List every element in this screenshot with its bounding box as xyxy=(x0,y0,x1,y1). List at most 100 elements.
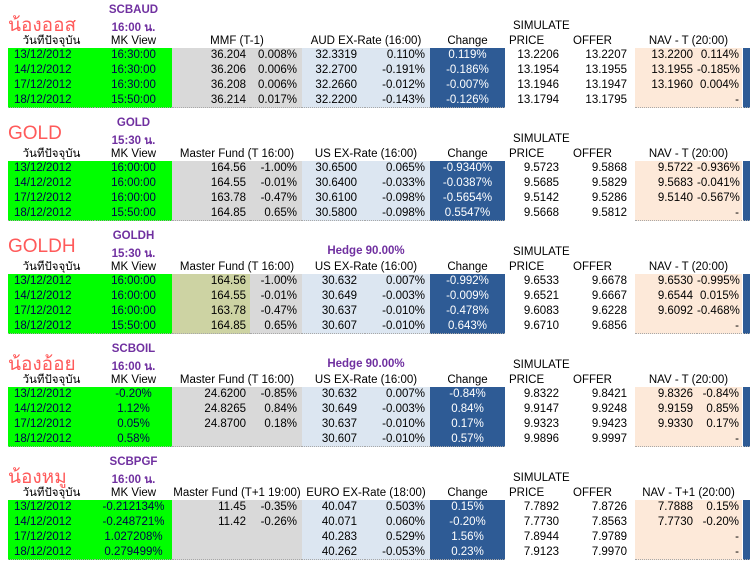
change-cell[interactable]: 0.643% xyxy=(430,319,505,334)
change-cell[interactable]: -0.0387% xyxy=(430,176,505,191)
nav-value-cell[interactable]: 9.5683 xyxy=(635,176,697,191)
exrate-pct-cell[interactable]: -0.010% xyxy=(365,319,430,334)
nav-value-cell[interactable]: 9.5140 xyxy=(635,191,697,206)
fund-value-cell[interactable]: 164.85 xyxy=(172,206,250,221)
date-cell[interactable]: 13/12/2012 xyxy=(8,500,95,515)
simulate-price-cell[interactable]: 13.1954 xyxy=(517,64,559,76)
date-cell[interactable]: 17/12/2012 xyxy=(8,530,95,545)
nav-pct-cell[interactable]: - xyxy=(697,319,742,334)
date-cell[interactable]: 13/12/2012 xyxy=(8,274,95,289)
date-cell[interactable]: 14/12/2012 xyxy=(8,63,95,78)
mk-view-cell[interactable]: 16:00:00 xyxy=(95,161,172,176)
exrate-value-cell[interactable]: 40.262 xyxy=(302,545,365,560)
mk-view-cell[interactable]: 15:50:00 xyxy=(95,319,172,334)
mk-view-cell[interactable]: 1.12% xyxy=(95,402,172,417)
change-cell[interactable]: -0.20% xyxy=(430,515,505,530)
nav-value-cell[interactable] xyxy=(635,319,697,334)
offer-cell[interactable]: 7.8726 xyxy=(591,501,627,513)
exrate-pct-cell[interactable]: 0.060% xyxy=(365,515,430,530)
nav-pct-cell[interactable]: - xyxy=(697,432,742,447)
fund-pct-cell[interactable]: -0.01% xyxy=(250,176,302,191)
offer-cell[interactable]: 7.9789 xyxy=(591,531,627,543)
exrate-pct-cell[interactable]: -0.033% xyxy=(365,176,430,191)
nav-pct-cell[interactable]: 0.004% xyxy=(697,78,742,93)
nav-value-cell[interactable]: 9.8326 xyxy=(635,387,697,402)
nav-pct-cell[interactable]: 0.17% xyxy=(697,417,742,432)
offer-cell[interactable]: 13.2207 xyxy=(585,49,627,61)
offer-cell[interactable]: 9.9248 xyxy=(591,403,627,415)
fund-value-cell[interactable]: 164.56 xyxy=(172,274,250,289)
fund-value-cell[interactable]: 163.78 xyxy=(172,304,250,319)
simulate-price-cell[interactable]: 13.1946 xyxy=(517,79,559,91)
change-cell[interactable]: 0.119% xyxy=(430,48,505,63)
date-cell[interactable]: 14/12/2012 xyxy=(8,402,95,417)
offer-cell[interactable]: 7.8563 xyxy=(591,516,627,528)
simulate-price-cell[interactable]: 7.7892 xyxy=(523,501,559,513)
fund-pct-cell[interactable] xyxy=(250,530,302,545)
mk-view-cell[interactable]: -0.212134% xyxy=(95,500,172,515)
simulate-price-cell[interactable]: 13.2206 xyxy=(517,49,559,61)
exrate-pct-cell[interactable]: -0.012% xyxy=(365,78,430,93)
exrate-pct-cell[interactable]: -0.098% xyxy=(365,191,430,206)
exrate-value-cell[interactable]: 30.6500 xyxy=(302,161,365,176)
fund-value-cell[interactable]: 164.55 xyxy=(172,176,250,191)
nav-value-cell[interactable]: 13.1960 xyxy=(635,78,697,93)
fund-pct-cell[interactable]: -1.00% xyxy=(250,274,302,289)
exrate-pct-cell[interactable]: -0.191% xyxy=(365,63,430,78)
change-cell[interactable]: 0.17% xyxy=(430,417,505,432)
date-cell[interactable]: 17/12/2012 xyxy=(8,191,95,206)
nav-pct-cell[interactable]: - xyxy=(697,530,742,545)
exrate-value-cell[interactable]: 40.283 xyxy=(302,530,365,545)
mk-view-cell[interactable]: 0.05% xyxy=(95,417,172,432)
exrate-pct-cell[interactable]: -0.003% xyxy=(365,402,430,417)
fund-pct-cell[interactable]: -0.85% xyxy=(250,387,302,402)
exrate-pct-cell[interactable]: 0.007% xyxy=(365,274,430,289)
mk-view-cell[interactable]: 16:00:00 xyxy=(95,176,172,191)
fund-value-cell[interactable]: 164.85 xyxy=(172,319,250,334)
exrate-value-cell[interactable]: 30.5800 xyxy=(302,206,365,221)
fund-value-cell[interactable]: 36.206 xyxy=(172,63,250,78)
fund-pct-cell[interactable] xyxy=(250,432,302,447)
date-cell[interactable]: 18/12/2012 xyxy=(8,319,95,334)
exrate-pct-cell[interactable]: -0.053% xyxy=(365,545,430,560)
exrate-pct-cell[interactable]: 0.110% xyxy=(365,48,430,63)
fund-pct-cell[interactable]: 0.006% xyxy=(250,63,302,78)
date-cell[interactable]: 18/12/2012 xyxy=(8,432,95,447)
change-cell[interactable]: 0.15% xyxy=(430,500,505,515)
exrate-value-cell[interactable]: 32.2660 xyxy=(302,78,365,93)
date-cell[interactable]: 17/12/2012 xyxy=(8,78,95,93)
simulate-price-cell[interactable]: 9.5142 xyxy=(523,192,559,204)
date-cell[interactable]: 14/12/2012 xyxy=(8,515,95,530)
fund-value-cell[interactable]: 11.42 xyxy=(172,515,250,530)
mk-view-cell[interactable]: 16:00:00 xyxy=(95,289,172,304)
date-cell[interactable]: 17/12/2012 xyxy=(8,417,95,432)
fund-value-cell[interactable]: 36.208 xyxy=(172,78,250,93)
exrate-value-cell[interactable]: 32.3319 xyxy=(302,48,365,63)
nav-value-cell[interactable]: 9.6092 xyxy=(635,304,697,319)
nav-value-cell[interactable]: 13.2200 xyxy=(635,48,697,63)
simulate-price-cell[interactable]: 9.9323 xyxy=(523,418,559,430)
exrate-value-cell[interactable]: 30.632 xyxy=(302,387,365,402)
offer-cell[interactable]: 9.9997 xyxy=(591,433,627,445)
offer-cell[interactable]: 9.6856 xyxy=(591,320,627,332)
change-cell[interactable]: 0.57% xyxy=(430,432,505,447)
change-cell[interactable]: -0.478% xyxy=(430,304,505,319)
date-cell[interactable]: 18/12/2012 xyxy=(8,545,95,560)
mk-view-cell[interactable]: 0.279499% xyxy=(95,545,172,560)
fund-pct-cell[interactable]: 0.006% xyxy=(250,78,302,93)
nav-value-cell[interactable]: 7.7888 xyxy=(635,500,697,515)
fund-pct-cell[interactable]: -0.47% xyxy=(250,191,302,206)
nav-pct-cell[interactable]: -0.84% xyxy=(697,387,742,402)
fund-value-cell[interactable] xyxy=(172,545,250,560)
exrate-pct-cell[interactable]: 0.529% xyxy=(365,530,430,545)
fund-pct-cell[interactable]: -0.01% xyxy=(250,289,302,304)
mk-view-cell[interactable]: 16:00:00 xyxy=(95,191,172,206)
simulate-price-cell[interactable]: 7.9123 xyxy=(523,546,559,558)
mk-view-cell[interactable]: -0.20% xyxy=(95,387,172,402)
exrate-value-cell[interactable]: 30.649 xyxy=(302,289,365,304)
date-cell[interactable]: 18/12/2012 xyxy=(8,206,95,221)
exrate-pct-cell[interactable]: -0.010% xyxy=(365,432,430,447)
nav-pct-cell[interactable]: - xyxy=(697,545,742,560)
nav-pct-cell[interactable]: -0.185% xyxy=(697,63,742,78)
change-cell[interactable]: -0.007% xyxy=(430,78,505,93)
